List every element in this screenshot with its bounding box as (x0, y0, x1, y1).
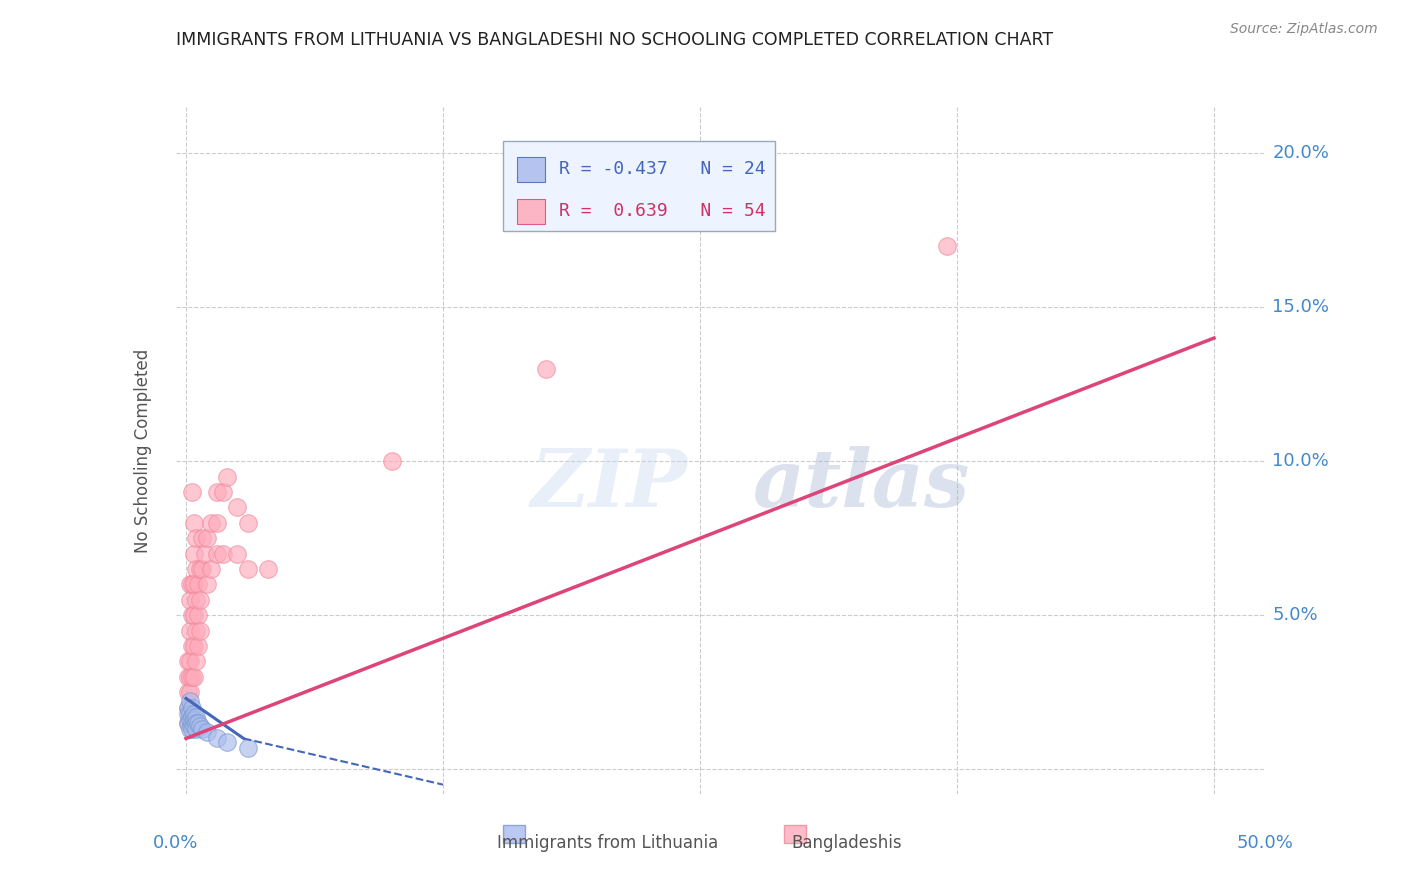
Point (179, 624, 201, 638)
Point (191, 531, 214, 545)
Point (186, 531, 208, 545)
Point (195, 531, 218, 545)
Point (179, 685, 201, 699)
Point (935, 238, 957, 252)
Point (217, 469, 239, 483)
Point (181, 716, 204, 731)
Point (179, 577, 201, 591)
Point (181, 608, 204, 623)
Point (187, 577, 209, 591)
Point (200, 562, 222, 576)
Point (190, 562, 212, 576)
Point (177, 655, 200, 669)
Point (183, 547, 205, 561)
Text: 10.0%: 10.0% (1272, 452, 1329, 470)
Point (179, 713, 201, 727)
Point (181, 577, 204, 591)
Point (183, 670, 205, 684)
Point (186, 624, 208, 638)
Point (200, 516, 222, 530)
Text: R =  0.639   N = 54: R = 0.639 N = 54 (560, 202, 765, 220)
Point (205, 547, 228, 561)
Point (186, 722, 208, 736)
Point (226, 547, 249, 561)
Point (179, 592, 201, 607)
Point (181, 722, 204, 736)
Text: 20.0%: 20.0% (1272, 145, 1329, 162)
Point (257, 562, 280, 576)
Point (177, 700, 200, 714)
Point (181, 485, 204, 500)
Point (190, 592, 212, 607)
Point (179, 655, 201, 669)
Text: 5.0%: 5.0% (1272, 607, 1317, 624)
Point (181, 639, 204, 653)
Point (205, 731, 228, 746)
Point (183, 516, 205, 530)
Point (177, 706, 200, 721)
Point (212, 485, 235, 500)
Point (193, 547, 215, 561)
Point (183, 719, 205, 733)
Text: atlas: atlas (754, 446, 970, 524)
Point (187, 608, 209, 623)
Point (181, 710, 204, 724)
Point (212, 547, 235, 561)
Point (236, 562, 259, 576)
Point (183, 608, 205, 623)
Point (183, 577, 205, 591)
Point (179, 722, 201, 736)
Point (236, 740, 259, 755)
Point (186, 655, 208, 669)
Text: ZIP: ZIP (531, 446, 688, 524)
Point (205, 516, 228, 530)
Point (191, 562, 214, 576)
Point (186, 710, 208, 724)
Text: R = -0.437   N = 24: R = -0.437 N = 24 (560, 160, 765, 178)
Text: 0.0%: 0.0% (153, 834, 198, 852)
Text: Source: ZipAtlas.com: Source: ZipAtlas.com (1230, 22, 1378, 37)
Point (177, 670, 200, 684)
Point (191, 722, 214, 736)
Point (186, 592, 208, 607)
Text: IMMIGRANTS FROM LITHUANIA VS BANGLADESHI NO SCHOOLING COMPLETED CORRELATION CHAR: IMMIGRANTS FROM LITHUANIA VS BANGLADESHI… (176, 31, 1053, 49)
Point (181, 700, 204, 714)
Point (190, 719, 212, 733)
Point (179, 706, 201, 721)
Point (183, 706, 205, 721)
Point (186, 562, 208, 576)
Point (190, 624, 212, 638)
Point (236, 516, 259, 530)
Text: 50.0%: 50.0% (1237, 834, 1294, 852)
Point (177, 716, 200, 731)
Point (187, 639, 209, 653)
Point (226, 500, 249, 515)
Text: Immigrants from Lithuania: Immigrants from Lithuania (498, 834, 718, 852)
Point (177, 700, 200, 714)
Point (205, 485, 228, 500)
Point (187, 716, 209, 731)
Point (179, 670, 201, 684)
Point (183, 639, 205, 653)
Point (177, 685, 200, 699)
Point (186, 716, 208, 731)
Text: Bangladeshis: Bangladeshis (792, 834, 903, 852)
Point (195, 725, 218, 739)
Point (181, 670, 204, 684)
Point (534, 361, 557, 376)
Point (177, 716, 200, 731)
Text: 15.0%: 15.0% (1272, 298, 1330, 317)
Point (217, 734, 239, 748)
Point (381, 454, 404, 468)
Point (183, 713, 205, 727)
Y-axis label: No Schooling Completed: No Schooling Completed (134, 349, 152, 552)
Point (195, 577, 218, 591)
Point (179, 694, 201, 708)
